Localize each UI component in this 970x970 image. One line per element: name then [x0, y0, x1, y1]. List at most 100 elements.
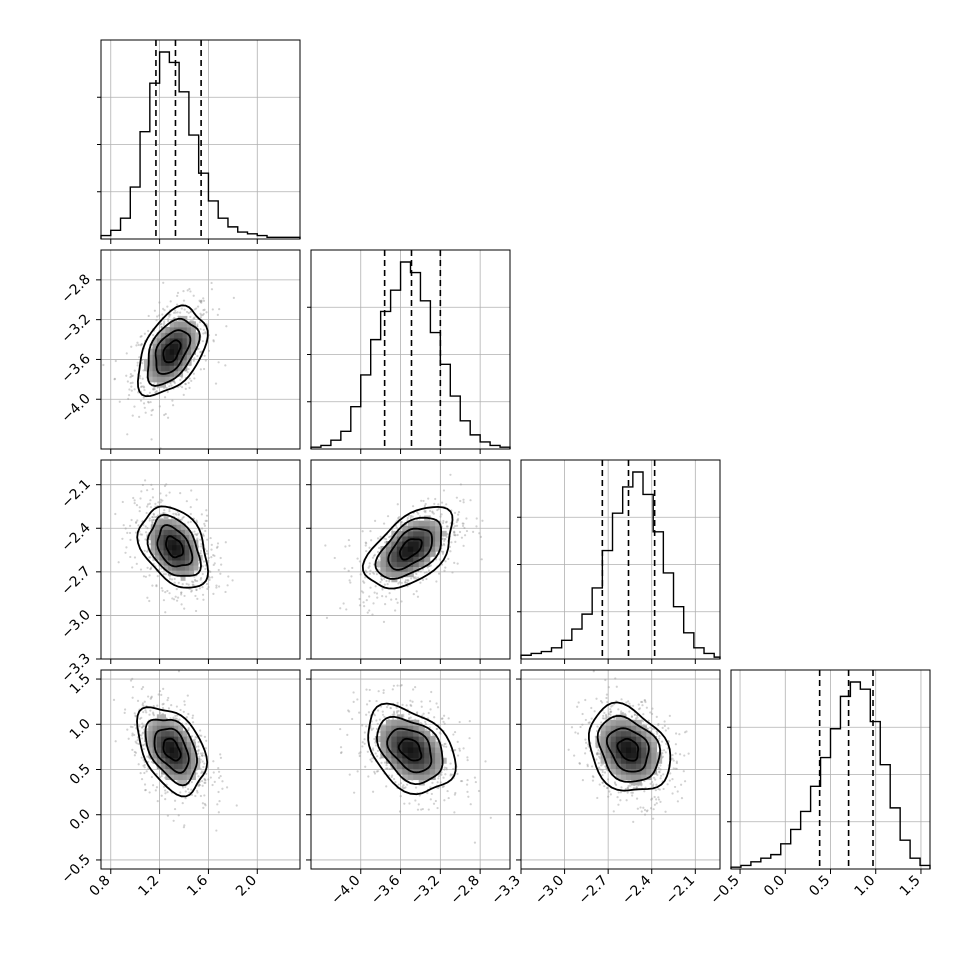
sample-point: [194, 533, 197, 536]
sample-point: [439, 732, 442, 735]
sample-point: [141, 702, 145, 705]
x-tick-label: 1.5: [897, 873, 924, 900]
sample-point: [117, 561, 120, 564]
density-cell: [615, 752, 622, 759]
sample-point: [139, 772, 142, 775]
density-cell: [165, 354, 171, 361]
sample-point: [674, 767, 677, 770]
sample-point: [440, 513, 443, 516]
sample-point: [146, 566, 149, 569]
density-cell: [380, 571, 387, 578]
sample-point: [210, 281, 213, 285]
density-cell: [173, 774, 179, 781]
sample-point: [604, 678, 607, 682]
sample-point: [454, 534, 457, 537]
sample-point: [389, 706, 392, 710]
sample-point: [136, 364, 139, 367]
sample-point: [384, 603, 387, 606]
sample-point: [601, 763, 604, 766]
sample-point: [426, 791, 429, 795]
density-cell: [391, 551, 398, 557]
density-cell: [163, 534, 169, 541]
density-cell: [186, 774, 192, 781]
sample-point: [641, 700, 644, 704]
sample-point: [198, 587, 202, 590]
sample-point: [350, 575, 353, 578]
sample-point: [385, 764, 388, 767]
density-cell: [391, 757, 398, 764]
sample-point: [196, 532, 199, 535]
sample-point: [154, 502, 157, 505]
sample-point: [200, 300, 203, 303]
sample-point: [409, 514, 413, 518]
sample-point: [675, 761, 678, 765]
density-cell: [176, 554, 182, 561]
density-cell: [148, 376, 154, 383]
sample-point: [166, 390, 169, 394]
density-cell: [418, 741, 425, 748]
sample-point: [440, 717, 444, 720]
density-cell: [424, 730, 431, 737]
sample-point: [662, 787, 665, 791]
density-cell: [161, 725, 167, 732]
sample-point: [652, 776, 656, 779]
sample-point: [629, 782, 632, 785]
sample-point: [133, 754, 136, 757]
density-cell: [169, 768, 175, 775]
sample-point: [196, 537, 199, 540]
sample-point: [339, 727, 342, 731]
sample-point: [473, 776, 477, 779]
sample-point: [196, 323, 199, 326]
sample-point: [399, 684, 402, 687]
density-cell: [173, 359, 179, 366]
sample-point: [635, 797, 639, 800]
sample-point: [159, 492, 162, 495]
sample-point: [385, 705, 389, 709]
sample-point: [400, 521, 403, 524]
sample-point: [380, 578, 384, 582]
sample-point: [671, 757, 674, 760]
sample-point: [179, 791, 182, 794]
sample-point: [455, 524, 459, 527]
sample-point: [358, 711, 361, 714]
sample-point: [144, 788, 147, 792]
sample-point: [162, 702, 165, 705]
sample-point: [444, 560, 447, 563]
sample-point: [600, 764, 603, 767]
sample-point: [201, 340, 204, 343]
sample-point: [466, 778, 469, 782]
sample-point: [182, 826, 185, 829]
sample-point: [364, 541, 367, 544]
sample-point: [399, 794, 402, 798]
sample-point: [388, 592, 391, 595]
sample-point: [666, 783, 669, 786]
density-cell: [182, 337, 188, 344]
sample-point: [224, 541, 227, 544]
sample-point: [203, 802, 206, 806]
sample-point: [158, 314, 161, 317]
sample-point: [133, 556, 137, 559]
marginal-panel-1: [307, 249, 511, 454]
density-cell: [610, 746, 617, 753]
sample-point: [636, 807, 639, 810]
density-cell: [155, 554, 160, 561]
sample-point: [137, 763, 140, 766]
sample-point: [197, 748, 200, 751]
density-cell: [186, 359, 192, 366]
sample-point: [416, 808, 420, 811]
density-cell: [413, 540, 420, 547]
sample-point: [437, 507, 440, 511]
density-cell: [180, 524, 186, 530]
sample-point: [406, 581, 409, 585]
sample-point: [176, 714, 179, 717]
sample-point: [643, 790, 646, 793]
sample-point: [192, 294, 195, 297]
sample-point: [180, 591, 183, 594]
sample-point: [346, 733, 349, 736]
sample-point: [164, 789, 167, 792]
sample-point: [382, 691, 385, 695]
density-cell: [184, 549, 190, 556]
sample-point: [656, 730, 659, 734]
sample-point: [203, 522, 206, 525]
sample-point: [165, 494, 168, 497]
